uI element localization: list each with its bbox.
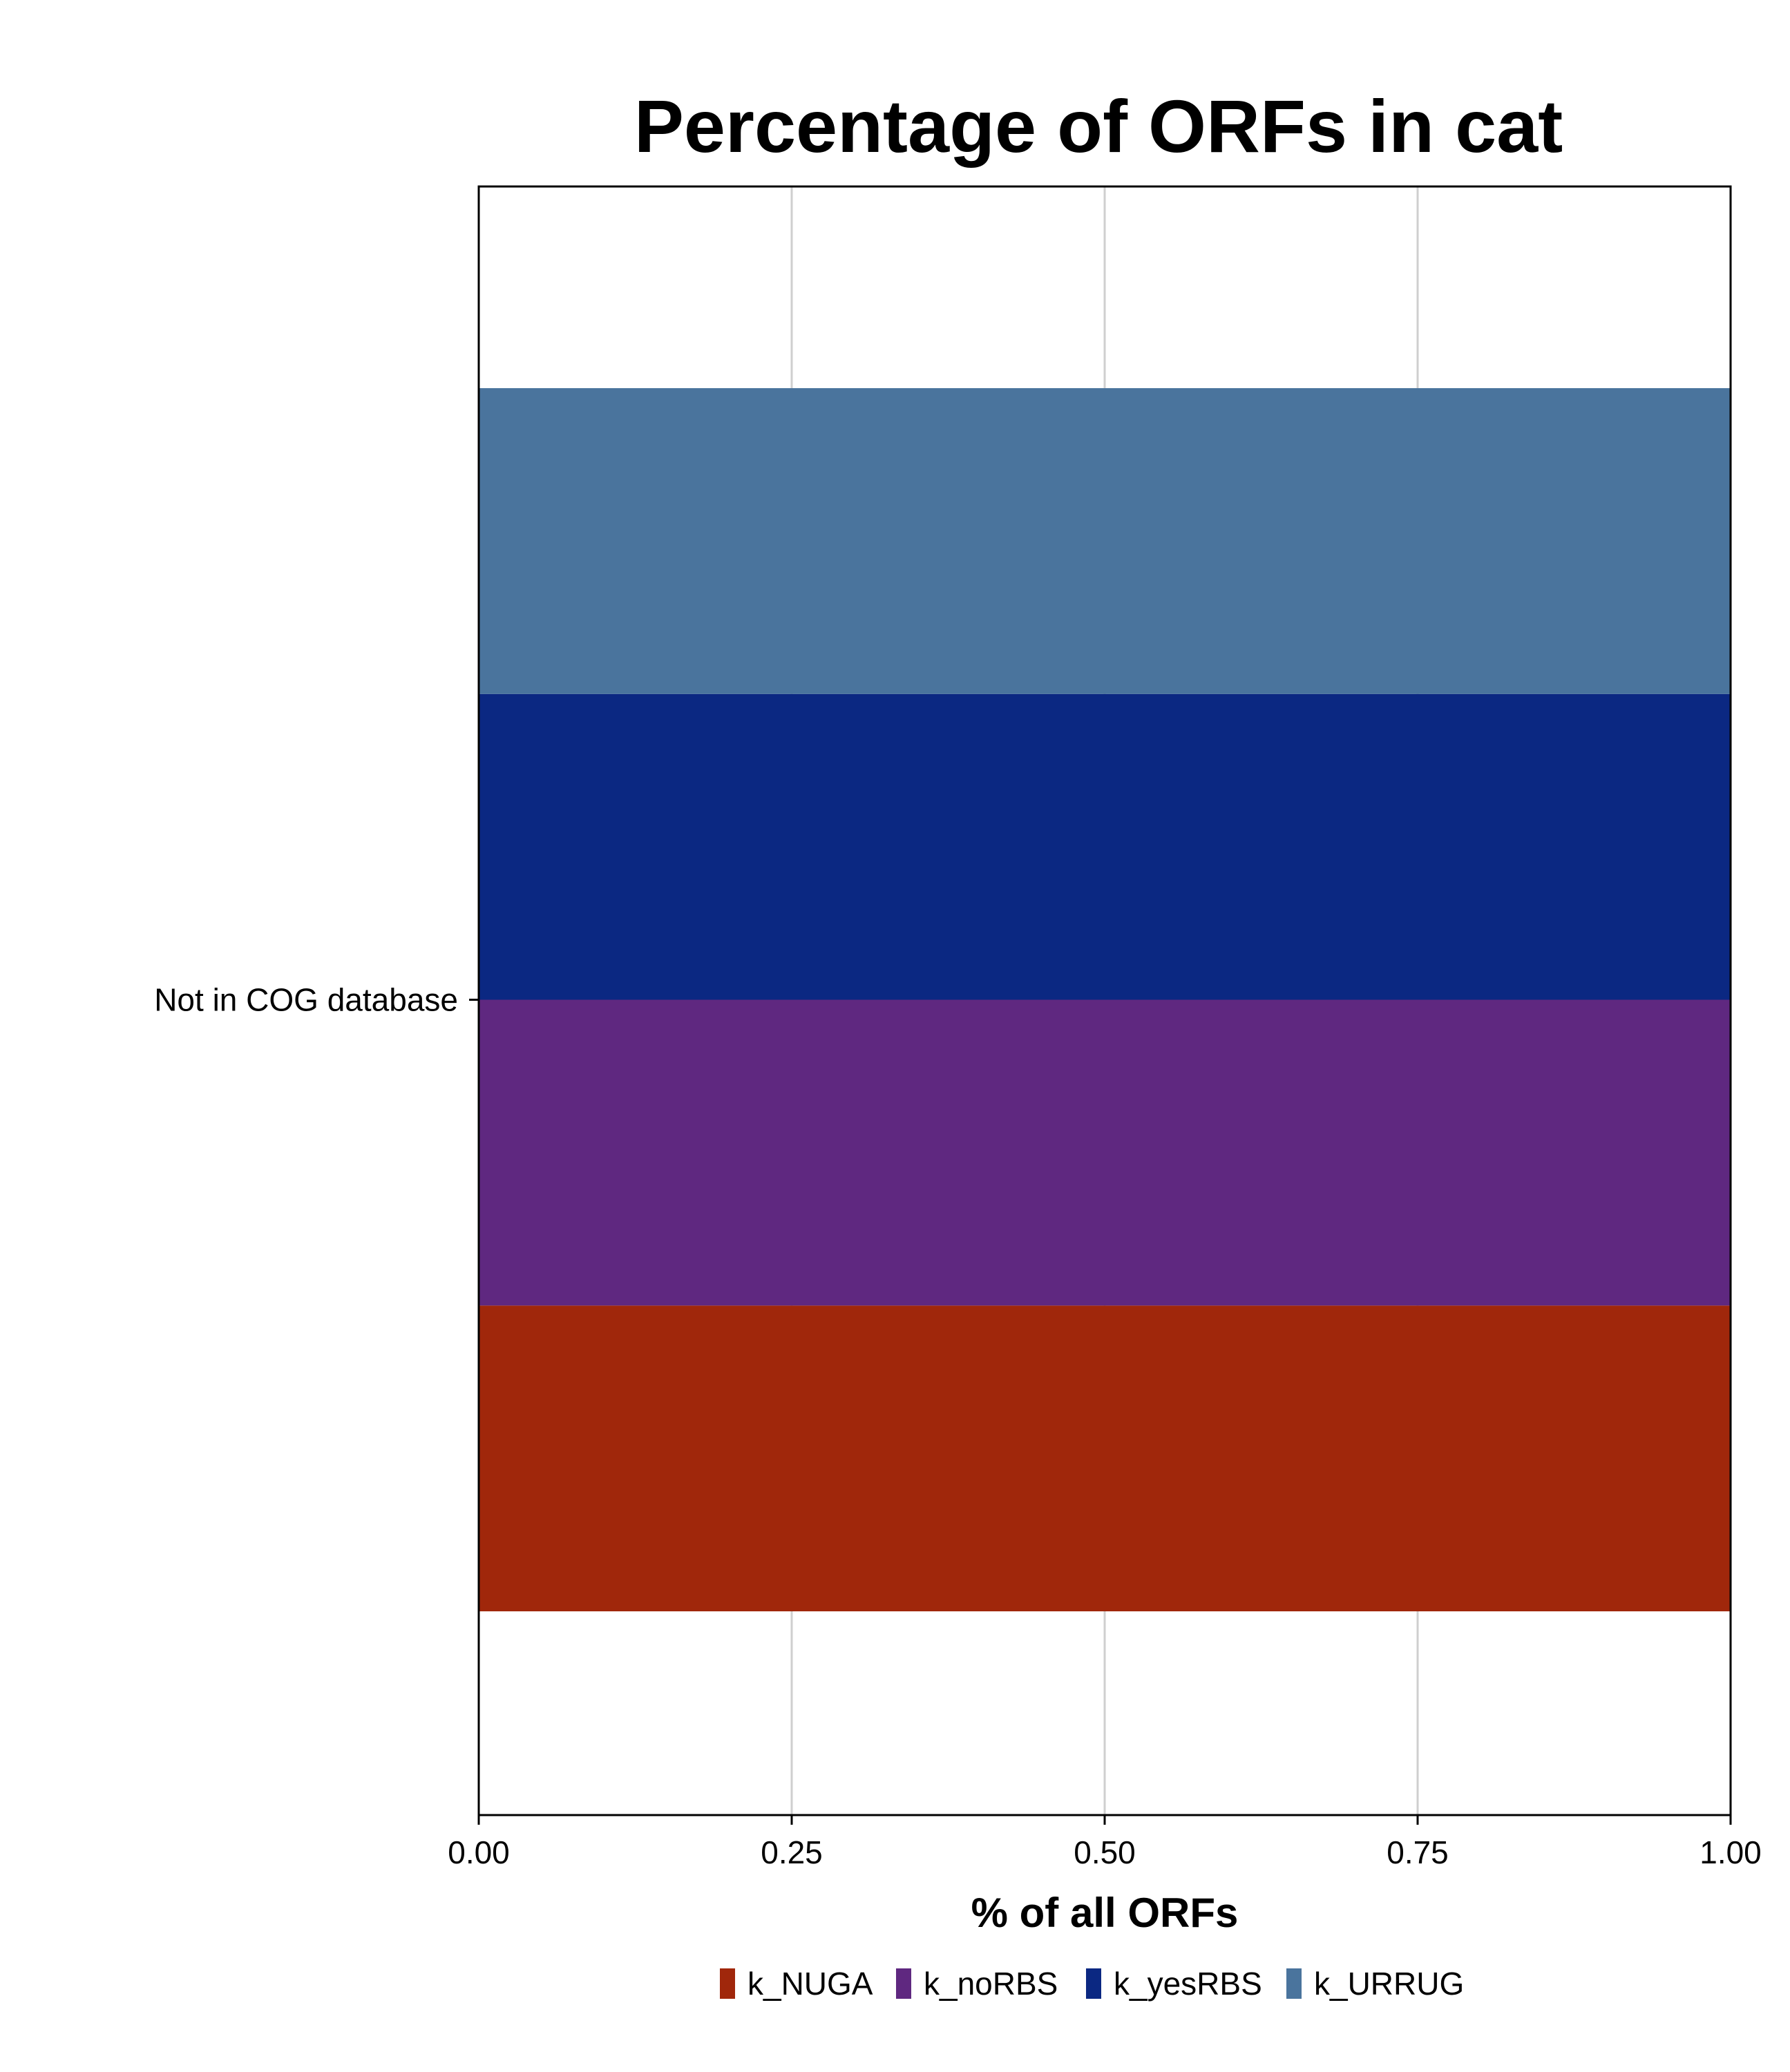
- x-tick-label: 1.00: [1699, 1834, 1762, 1870]
- y-axis-categories: Not in COG database: [154, 982, 479, 1018]
- bar-k_URRUG: [479, 388, 1731, 694]
- legend-swatch-k_NUGA: [720, 1968, 735, 1999]
- x-tick-label: 0.75: [1387, 1834, 1449, 1870]
- x-axis-label: % of all ORFs: [971, 1890, 1239, 1936]
- bar-k_noRBS: [479, 999, 1731, 1306]
- bar-k_yesRBS: [479, 693, 1731, 1000]
- legend-label: k_noRBS: [924, 1966, 1058, 2002]
- legend-label: k_NUGA: [748, 1966, 873, 2002]
- bars: [479, 388, 1731, 1611]
- legend-label: k_URRUG: [1314, 1966, 1464, 2002]
- legend-swatch-k_noRBS: [896, 1968, 911, 1999]
- legend-swatch-k_URRUG: [1286, 1968, 1302, 1999]
- bar-k_NUGA: [479, 1305, 1731, 1611]
- chart-title: Percentage of ORFs in cat: [634, 84, 1563, 168]
- legend-label: k_yesRBS: [1114, 1966, 1262, 2002]
- x-axis-ticks: 0.00 0.25 0.50 0.75 1.00: [448, 1815, 1762, 1870]
- y-category-label: Not in COG database: [154, 982, 458, 1018]
- legend-swatch-k_yesRBS: [1086, 1968, 1101, 1999]
- x-tick-label: 0.00: [448, 1834, 510, 1870]
- legend: k_NUGA k_noRBS k_yesRBS k_URRUG: [720, 1966, 1464, 2002]
- x-tick-label: 0.25: [761, 1834, 823, 1870]
- x-tick-label: 0.50: [1074, 1834, 1136, 1870]
